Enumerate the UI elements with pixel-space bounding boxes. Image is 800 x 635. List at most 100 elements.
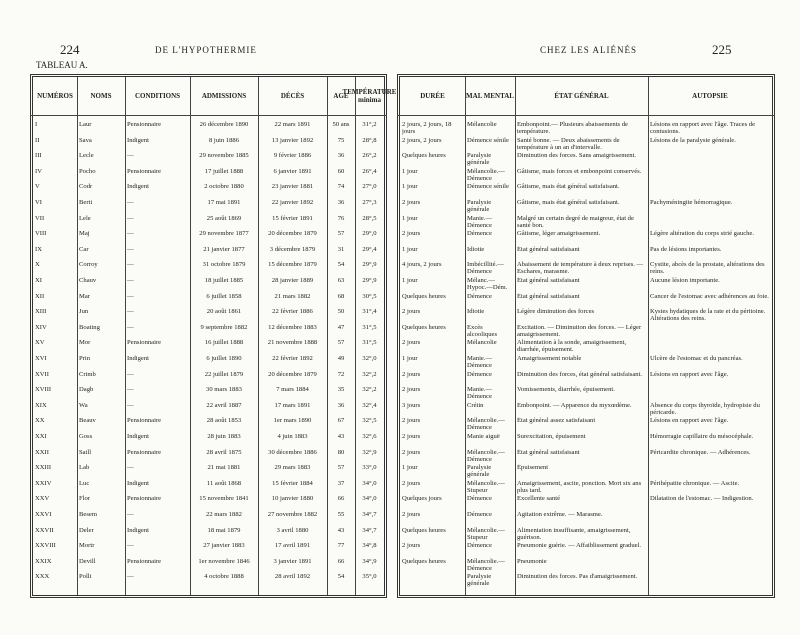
table-cell: XVIII xyxy=(35,386,52,394)
table-cell: 31°,5 xyxy=(362,339,377,347)
table-cell: 3 avril 1880 xyxy=(276,526,309,534)
table-cell: Dilatation de l'estomac. — Indigestion. xyxy=(650,495,754,503)
table-cell: Lésions en rapport avec l'âge. xyxy=(650,370,729,378)
table-cell: — xyxy=(127,323,134,331)
table-cell: 29 novembre 1877 xyxy=(199,230,249,238)
table-cell: 2 jours xyxy=(402,386,421,394)
left-table-frame xyxy=(30,74,387,598)
table-cell: 9 février 1886 xyxy=(273,152,312,160)
table-cell: 1 jour xyxy=(402,464,418,472)
table-cell: 28 juin 1883 xyxy=(207,433,241,440)
table-cell: 1er novembre 1846 xyxy=(198,557,250,565)
table-cell: 28°,5 xyxy=(362,214,377,222)
table-cell: XXIV xyxy=(35,479,52,487)
table-cell: — xyxy=(127,370,134,378)
table-cell: III xyxy=(35,152,42,160)
table-cell: Pneumonie xyxy=(517,557,547,565)
table-cell: Flor xyxy=(79,495,90,503)
table-cell: 30°,5 xyxy=(362,292,377,300)
table-cell: 1er mars 1890 xyxy=(273,417,312,425)
table-cell: 34°,0 xyxy=(362,495,377,503)
table-cell: 21 janvier 1877 xyxy=(203,245,245,253)
table-cell: 18 mai 1879 xyxy=(207,526,241,534)
table-cell: Pas de lésions importantes. xyxy=(650,245,722,253)
table-cell: Mélancolie xyxy=(467,121,497,128)
table-cell: 3 décembre 1879 xyxy=(269,245,316,253)
table-cell: Cancer de l'estomac avec adhérences au f… xyxy=(650,292,769,300)
table-cell: 67 xyxy=(337,417,345,425)
table-cell: Pneumonie guérie. — Affaiblissement grad… xyxy=(517,542,642,550)
table-cell: — xyxy=(127,464,134,472)
table-cell: Amaigrissement notable xyxy=(517,355,582,362)
table-cell: 17 mars 1891 xyxy=(274,401,311,409)
table-cell: Abaissement de température à deux repris… xyxy=(517,261,644,276)
table-cell: 1 jour xyxy=(402,214,418,222)
table-cell: VII xyxy=(35,214,45,222)
table-cell: 32°,4 xyxy=(362,401,377,409)
table-cell: 2 jours, 2 jours, 18 jours xyxy=(402,121,452,135)
table-cell: Mélancolie xyxy=(467,339,497,347)
table-cell: 4 juin 1883 xyxy=(277,433,308,440)
table-cell: Péricardite chronique. — Adhérences. xyxy=(650,448,751,456)
table-cell: 29°,9 xyxy=(362,261,377,269)
table-cell: — xyxy=(127,277,134,284)
table-cell: Paralysie générale xyxy=(467,199,492,213)
column-rule xyxy=(258,77,259,595)
table-cell: 22 février 1892 xyxy=(272,355,313,362)
table-cell: Indigent xyxy=(127,479,149,487)
table-cell: 29°,0 xyxy=(362,230,377,238)
table-cell: 2 jours, 2 jours xyxy=(402,136,442,144)
table-cell: Vomissements, diarrhée, épuisement. xyxy=(517,386,615,394)
table-cell: Amaigrissement, ascite, ponction. Mort s… xyxy=(517,479,642,494)
table-cell: 2 jours xyxy=(402,448,421,456)
table-cell: XVII xyxy=(35,370,49,378)
table-cell: 34°,7 xyxy=(362,526,377,534)
table-cell: Mor xyxy=(79,339,91,347)
table-cell: XXV xyxy=(35,495,50,503)
page-number: 225 xyxy=(712,42,732,57)
table-cell: 8 juin 1886 xyxy=(208,136,240,144)
table-cell: — xyxy=(127,573,134,581)
table-cell: Hémorragie capillaire du mésocéphale. xyxy=(650,433,754,440)
table-cell: Pachyméningite hémorragique. xyxy=(650,199,733,206)
table-cell: Paralysie générale xyxy=(467,152,492,167)
table-cell: 28 avril 1892 xyxy=(274,573,311,581)
table-cell: Pensionnaire xyxy=(127,167,162,175)
table-cell: — xyxy=(127,261,134,269)
table-cell: Beauv xyxy=(79,417,96,425)
column-header: NUMÉROS xyxy=(37,92,73,100)
table-cell: — xyxy=(127,308,134,316)
table-cell: Ulcère de l'estomac et du pancréas. xyxy=(650,355,743,362)
table-cell: 2 jours xyxy=(402,433,421,440)
column-rule xyxy=(327,77,328,595)
table-cell: Quelques heures xyxy=(402,152,446,160)
table-cell: Démence xyxy=(467,511,492,518)
table-cell: 26°,4 xyxy=(362,167,377,175)
table-cell: Dagb xyxy=(79,386,94,394)
column-header: NOMS xyxy=(90,92,112,100)
table-cell: Indigent xyxy=(127,136,149,144)
table-cell: 27 novembre 1882 xyxy=(267,511,318,518)
table-cell: 76 xyxy=(337,214,345,222)
table-cell: XIV xyxy=(35,323,47,331)
table-cell: Deler xyxy=(79,526,94,534)
table-cell: 6 juillet 1890 xyxy=(206,355,242,362)
table-cell: 1 jour xyxy=(402,245,418,253)
table-cell: Pensionnaire xyxy=(127,417,162,425)
header-rule xyxy=(30,115,387,116)
table-cell: 22 avril 1887 xyxy=(206,401,242,409)
table-cell: — xyxy=(127,511,134,518)
table-cell: — xyxy=(127,401,134,409)
table-cell: — xyxy=(127,152,134,160)
table-cell: Crétin xyxy=(467,401,484,409)
table-cell: Épuisement xyxy=(517,464,549,472)
table-cell: 29°,9 xyxy=(362,277,377,284)
table-cell: Pensionnaire xyxy=(127,495,162,503)
table-cell: Excès alcooliques xyxy=(467,323,498,338)
table-cell: Sava xyxy=(79,136,92,144)
right-table-frame xyxy=(397,74,775,598)
table-cell: 22 mars 1891 xyxy=(274,121,311,128)
table-cell: 22 juillet 1879 xyxy=(204,370,244,378)
table-cell: 21 mai 1881 xyxy=(207,464,241,472)
running-title: DE L'HYPOTHERMIE xyxy=(155,45,257,55)
